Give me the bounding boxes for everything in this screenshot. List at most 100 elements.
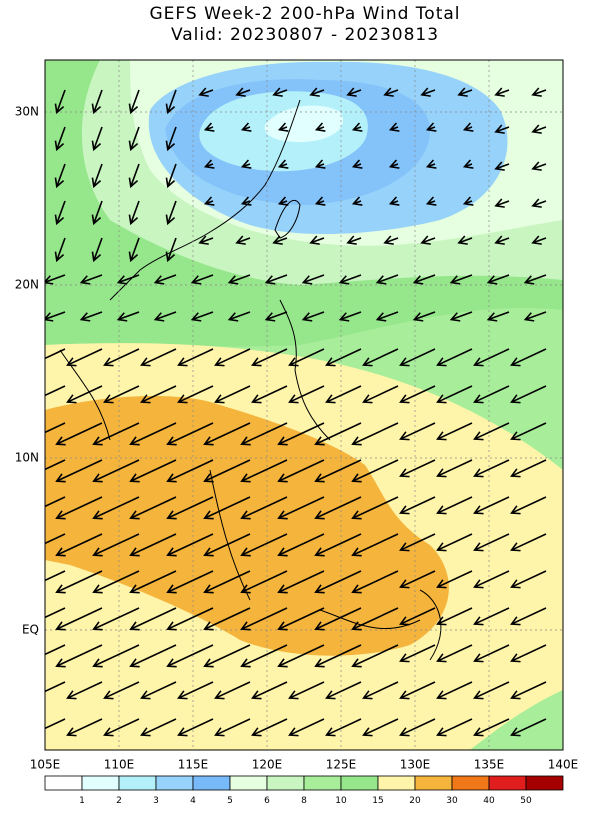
wind-arrow	[473, 644, 510, 663]
wind-arrow	[288, 348, 325, 367]
wind-arrow	[272, 87, 288, 97]
wind-arrow	[129, 570, 177, 594]
wind-arrow	[473, 496, 510, 515]
wind-arrow	[288, 681, 325, 700]
wind-arrow	[140, 348, 177, 367]
wind-arrow	[203, 570, 251, 594]
colorbar-box	[414, 775, 453, 791]
wind-arrow	[375, 274, 399, 285]
wind-arrow	[388, 159, 400, 169]
wind-arrow	[399, 496, 436, 515]
wind-arrow	[45, 533, 66, 545]
wind-arrow	[362, 681, 399, 700]
wind-arrow	[165, 89, 177, 115]
wind-arrow	[510, 533, 547, 552]
wind-arrow	[45, 496, 66, 508]
wind-arrow	[277, 122, 289, 132]
axis-labels: 30N 20N 10N EQ 105E 110E 115E 120E 125E 130E 135E 1…	[15, 105, 579, 772]
wind-arrow	[473, 459, 510, 478]
wind-arrow	[116, 311, 140, 322]
wind-arrow	[91, 237, 103, 263]
wind-arrow	[510, 496, 547, 515]
wind-arrow	[165, 237, 177, 263]
wind-arrow	[203, 122, 215, 132]
wind-arrow	[309, 235, 325, 245]
wind-arrow	[473, 570, 510, 589]
wind-arrow	[166, 496, 214, 520]
colorbar-box	[340, 775, 379, 791]
wind-arrow	[494, 161, 510, 171]
wind-arrow	[203, 459, 251, 483]
wind-arrow	[140, 681, 177, 700]
lat-label: EQ	[22, 623, 39, 637]
wind-arrow	[436, 459, 473, 478]
wind-arrow	[92, 459, 140, 483]
wind-arrow	[314, 644, 362, 668]
wind-arrow	[251, 718, 288, 737]
colorbar-label: 2	[116, 796, 122, 806]
wind-arrow	[436, 422, 473, 441]
wind-arrow	[214, 718, 251, 737]
wind-arrow	[288, 718, 325, 737]
wind-arrow	[177, 681, 214, 700]
wind-arrow	[251, 681, 288, 700]
wind-arrow	[66, 348, 103, 367]
wind-arrow	[314, 196, 326, 206]
wind-arrow	[264, 311, 288, 322]
lon-label: 135E	[474, 758, 505, 772]
wind-arrow	[399, 681, 436, 700]
wind-arrow	[91, 200, 103, 226]
wind-arrow	[55, 533, 103, 557]
wind-arrow	[66, 681, 103, 700]
wind-arrow	[314, 496, 362, 520]
wind-arrow	[45, 311, 66, 322]
wind-arrow	[103, 718, 140, 737]
wind-arrow	[66, 385, 103, 404]
wind-arrow	[165, 200, 177, 226]
colorbar-label: 20	[409, 796, 421, 806]
wind-arrow	[203, 159, 215, 169]
wind-arrow	[55, 644, 103, 668]
wind-arrow	[235, 235, 251, 245]
colorbar-box	[303, 775, 342, 791]
wind-arrow	[412, 274, 436, 285]
wind-arrow	[92, 644, 140, 668]
colorbar-label: 3	[153, 796, 159, 806]
lat-label: 20N	[15, 278, 39, 292]
wind-arrow	[166, 422, 214, 446]
wind-arrow	[214, 681, 251, 700]
wind-arrow	[399, 459, 436, 478]
wind-arrow	[79, 311, 103, 322]
wind-arrow	[55, 496, 103, 520]
wind-arrow	[235, 87, 251, 97]
lon-label: 120E	[252, 758, 283, 772]
colorbar-box	[451, 775, 490, 791]
wind-arrow	[457, 235, 473, 245]
wind-arrow	[425, 122, 437, 132]
wind-arrow	[494, 235, 510, 245]
wind-arrow	[55, 570, 103, 594]
wind-arrow	[277, 570, 325, 594]
wind-arrow	[277, 533, 325, 557]
wind-arrow	[473, 681, 510, 700]
wind-arrow	[399, 644, 436, 663]
wind-arrow	[388, 196, 400, 206]
wind-arrow	[91, 126, 103, 152]
wind-arrow	[486, 311, 510, 322]
wind-arrow	[92, 533, 140, 557]
wind-arrow	[165, 163, 177, 189]
wind-arrow	[436, 348, 473, 367]
wind-arrow	[116, 274, 140, 285]
wind-arrow	[420, 235, 436, 245]
wind-arrow	[436, 496, 473, 515]
wind-arrow	[240, 533, 288, 557]
wind-arrow	[314, 459, 362, 483]
wind-arrow	[314, 570, 362, 594]
wind-arrow	[362, 385, 399, 404]
wind-arrow	[240, 570, 288, 594]
wind-arrow	[314, 122, 326, 132]
wind-arrow	[177, 718, 214, 737]
wind-arrow	[240, 496, 288, 520]
wind-arrow	[425, 196, 437, 206]
